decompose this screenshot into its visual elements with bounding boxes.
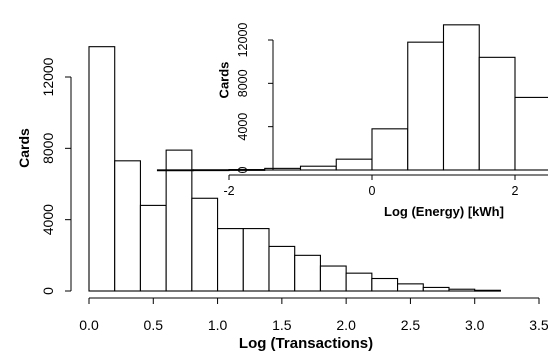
main-bar: [88, 46, 116, 292]
inset-x-tick-label: -2: [223, 184, 234, 198]
main-y-tick-label: 8000: [40, 133, 56, 164]
main-y-axis-label: Cards: [16, 128, 32, 168]
main-y-tick-label: 4000: [40, 204, 56, 235]
inset-x-axis-label: Log (Energy) [kWh]: [384, 204, 504, 219]
inset-y-tick-label: 4000: [236, 113, 250, 141]
inset-bar: [335, 158, 373, 171]
main-bar: [448, 288, 476, 292]
main-x-tick-label: 0.5: [144, 317, 164, 333]
main-x-axis-label: Log (Transactions): [239, 335, 373, 351]
main-bar: [345, 272, 373, 292]
main-histogram: 0.0 0.5 1.0 1.5 2.0 2.5 3.0 3.5 0 4000 8000 12000 Lo…: [16, 46, 548, 351]
inset-y-tick-label: 12000: [236, 23, 250, 58]
main-bar: [294, 254, 321, 292]
inset-bar: [299, 165, 337, 171]
inset-y-axis-label: Cards: [217, 62, 232, 99]
main-bar: [139, 204, 167, 292]
main-x-tick-label: 0.0: [79, 317, 99, 333]
inset-bar: [156, 169, 194, 172]
main-bar: [371, 277, 399, 292]
inset-bar: [371, 128, 409, 171]
inset-y-tick-label: 0: [236, 166, 250, 173]
inset-x-tick-label: 2: [512, 184, 519, 198]
main-x-tick-label: 2.0: [336, 317, 356, 333]
main-bar: [319, 265, 347, 292]
main-bar: [191, 197, 219, 292]
inset-bar: [478, 56, 516, 171]
main-x-tick-label: 1.0: [208, 317, 228, 333]
main-bar: [217, 228, 244, 292]
inset-bar: [192, 169, 230, 172]
main-x-tick-label: 1.5: [272, 317, 292, 333]
main-bar: [242, 228, 270, 292]
inset-histogram: -202404000800012000Log (Energy) [kWh]Car…: [156, 23, 548, 219]
main-bar: [422, 286, 450, 292]
main-x-tick-label: 3.5: [529, 317, 548, 333]
main-bar: [114, 160, 141, 292]
inset-x-tick-label: 0: [369, 184, 376, 198]
main-bar: [397, 283, 424, 292]
inset-y-tick-label: 8000: [236, 69, 250, 97]
inset-bar: [514, 96, 548, 171]
main-x-tick-label: 3.0: [465, 317, 485, 333]
inset-bar: [442, 24, 480, 171]
main-bar: [268, 245, 296, 292]
main-x-tick-label: 2.5: [401, 317, 421, 333]
main-bar: [165, 149, 193, 292]
inset-bar: [407, 41, 445, 171]
main-y-tick-label: 0: [40, 287, 56, 295]
main-bar: [474, 289, 501, 292]
main-y-tick-label: 12000: [40, 57, 56, 96]
